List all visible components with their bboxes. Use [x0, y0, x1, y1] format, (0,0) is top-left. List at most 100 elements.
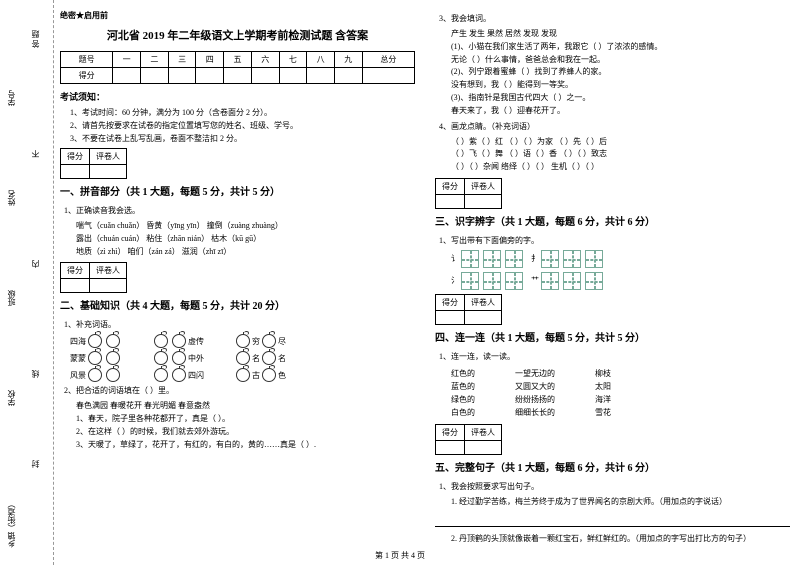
s3-mi1: 讠 扌 [451, 250, 790, 268]
ar3r1: 古 [252, 370, 260, 381]
answer-line-1 [435, 515, 790, 527]
bind-l-3: 姓名 [6, 190, 17, 206]
r-q4: 4、画龙点睛。（补充词语） [439, 121, 790, 133]
binding-margin: 乡镇（街道） 学校 班级 姓名 学号 封 线 内 不 答 题 [0, 0, 54, 565]
sh0: 题号 [61, 52, 113, 68]
mi-box [585, 272, 603, 290]
sr8 [307, 68, 335, 84]
sr3 [168, 68, 196, 84]
left-column: 绝密★启用前 河北省 2019 年二年级语文上学期考前检测试题 含答案 题号 一… [60, 10, 415, 546]
bind-m-3: 不 [30, 150, 41, 158]
lian-right: 柳枝 太阳 海洋 雪花 [595, 366, 611, 420]
lr2: 海洋 [595, 394, 611, 405]
sh6: 六 [251, 52, 279, 68]
mk3b: 评卷人 [465, 178, 502, 194]
notice-1: 1、考试时间：60 分钟，满分为 100 分（含卷面分 2 分）。 [70, 107, 415, 118]
bind-m-0: 封 [30, 460, 41, 468]
r-q3l1: 无论（ ）什么事情，爸爸总会和我在一起。 [451, 54, 790, 67]
sr6 [251, 68, 279, 84]
ar1r1: 穷 [252, 336, 260, 347]
s1-l3: 地质（zì zhì） 咱们（zán zá） 滋润（zhī zī） [76, 246, 415, 259]
mk4c [436, 310, 465, 324]
mk3c [436, 194, 465, 208]
section-3-title: 三、识字辨字（共 1 大题，每题 6 分，共计 6 分） [435, 213, 655, 228]
mk1d [90, 165, 127, 179]
apple-icon [106, 334, 120, 348]
s2-q2c: 2、在这样（ ）的时候，我们就去郊外游玩。 [76, 426, 415, 439]
sr1 [113, 68, 141, 84]
bind-m-2: 内 [30, 260, 41, 268]
mk4b: 评卷人 [465, 294, 502, 310]
ar1l: 四海 [70, 336, 86, 347]
lm3: 细细长长的 [515, 407, 555, 418]
lian-left: 红色的 蓝色的 绿色的 白色的 [451, 366, 475, 420]
s4-q: 1、连一连，读一读。 [439, 351, 790, 363]
apple-row-2: 蒙蒙中外名名 [70, 351, 415, 365]
mi-box [563, 250, 581, 268]
lr0: 柳枝 [595, 368, 611, 379]
r-q4l1: （ ）飞（ ）舞 （ ）语（ ）香 （ ）（ ）致志 [451, 148, 790, 161]
apple-icon [262, 351, 276, 365]
mk1a: 得分 [61, 149, 90, 165]
mi-box [461, 250, 479, 268]
section-1-title: 一、拼音部分（共 1 大题，每题 5 分，共计 5 分） [60, 183, 280, 198]
bind-l-1: 学校 [6, 390, 17, 406]
s5-a: 1. 经过勤学苦练，梅兰芳终于成为了世界闻名的京剧大师。（用加点的字说话） [451, 496, 790, 509]
ar1m: 虚传 [188, 336, 204, 347]
marker-box-4: 得分评卷人 [435, 294, 502, 325]
mk4d [465, 310, 502, 324]
mi-box [505, 250, 523, 268]
section-5-title: 五、完整句子（共 1 大题，每题 6 分，共计 6 分） [435, 459, 655, 474]
sh1: 一 [113, 52, 141, 68]
section-4-title: 四、连一连（共 1 大题，每题 5 分，共计 5 分） [435, 329, 645, 344]
score-header-row: 题号 一 二 三 四 五 六 七 八 九 总分 [61, 52, 415, 68]
r-q3l2: (2)、列宁跟着蜜蜂（ ）找到了养蜂人的家。 [451, 66, 790, 79]
mk2a: 得分 [61, 263, 90, 279]
score-value-row: 得分 [61, 68, 415, 84]
apple-icon [106, 351, 120, 365]
r-q3l0: (1)、小猫在我们家生活了两年，我跟它（ ）了浓浓的感情。 [451, 41, 790, 54]
s1-q1: 1、正确读音我会选。 [64, 205, 415, 217]
sr7 [279, 68, 307, 84]
ll2: 绿色的 [451, 394, 475, 405]
r-q3l3: 没有想到，我（ ）能得到一等奖。 [451, 79, 790, 92]
s3-q: 1、写出带有下面偏旁的字。 [439, 235, 790, 247]
sr4 [196, 68, 224, 84]
mi-box [483, 272, 501, 290]
bind-l-0: 乡镇（街道） [6, 500, 17, 548]
mk1c [61, 165, 90, 179]
mk2b: 评卷人 [90, 263, 127, 279]
bind-side: 答 题 [30, 30, 41, 48]
mk5c [436, 440, 465, 454]
mk5d [465, 440, 502, 454]
mi-box [541, 272, 559, 290]
right-column: 3、我会填词。 产生 发生 果然 居然 发现 发现 (1)、小猫在我们家生活了两… [435, 10, 790, 546]
ll0: 红色的 [451, 368, 475, 379]
bind-l-2: 班级 [6, 290, 17, 306]
apple-icon [106, 368, 120, 382]
marker-box-3: 得分评卷人 [435, 178, 502, 209]
sr0: 得分 [61, 68, 113, 84]
sh7: 七 [279, 52, 307, 68]
score-table: 题号 一 二 三 四 五 六 七 八 九 总分 得分 [60, 51, 415, 84]
mk3d [465, 194, 502, 208]
sh2: 二 [141, 52, 169, 68]
apple-icon [236, 368, 250, 382]
sr2 [141, 68, 169, 84]
lm0: 一望无边的 [515, 368, 555, 379]
ar2r2: 名 [278, 353, 286, 364]
mk3a: 得分 [436, 178, 465, 194]
sh8: 八 [307, 52, 335, 68]
apple-icon [154, 351, 168, 365]
mi-box [541, 250, 559, 268]
apple-icon [88, 334, 102, 348]
sr10 [362, 68, 414, 84]
s5-q: 1、我会按照要求写出句子。 [439, 481, 790, 493]
sh9: 九 [334, 52, 362, 68]
s2-q2d: 3、天暖了，草绿了，花开了，有红的，有白的，黄的……真是（ ）. [76, 439, 415, 452]
r-q4l0: （ ）紫（ ）红 （ ）（ ）为家 （ ）先（ ）后 [451, 136, 790, 149]
apple-icon [88, 351, 102, 365]
lm2: 纷纷扬扬的 [515, 394, 555, 405]
ar3r2: 色 [278, 370, 286, 381]
s5-b: 2. 丹顶鹤的头顶就像嵌着一颗红宝石，鲜红鲜红的。（用加点的字写出打比方的句子） [451, 533, 790, 546]
